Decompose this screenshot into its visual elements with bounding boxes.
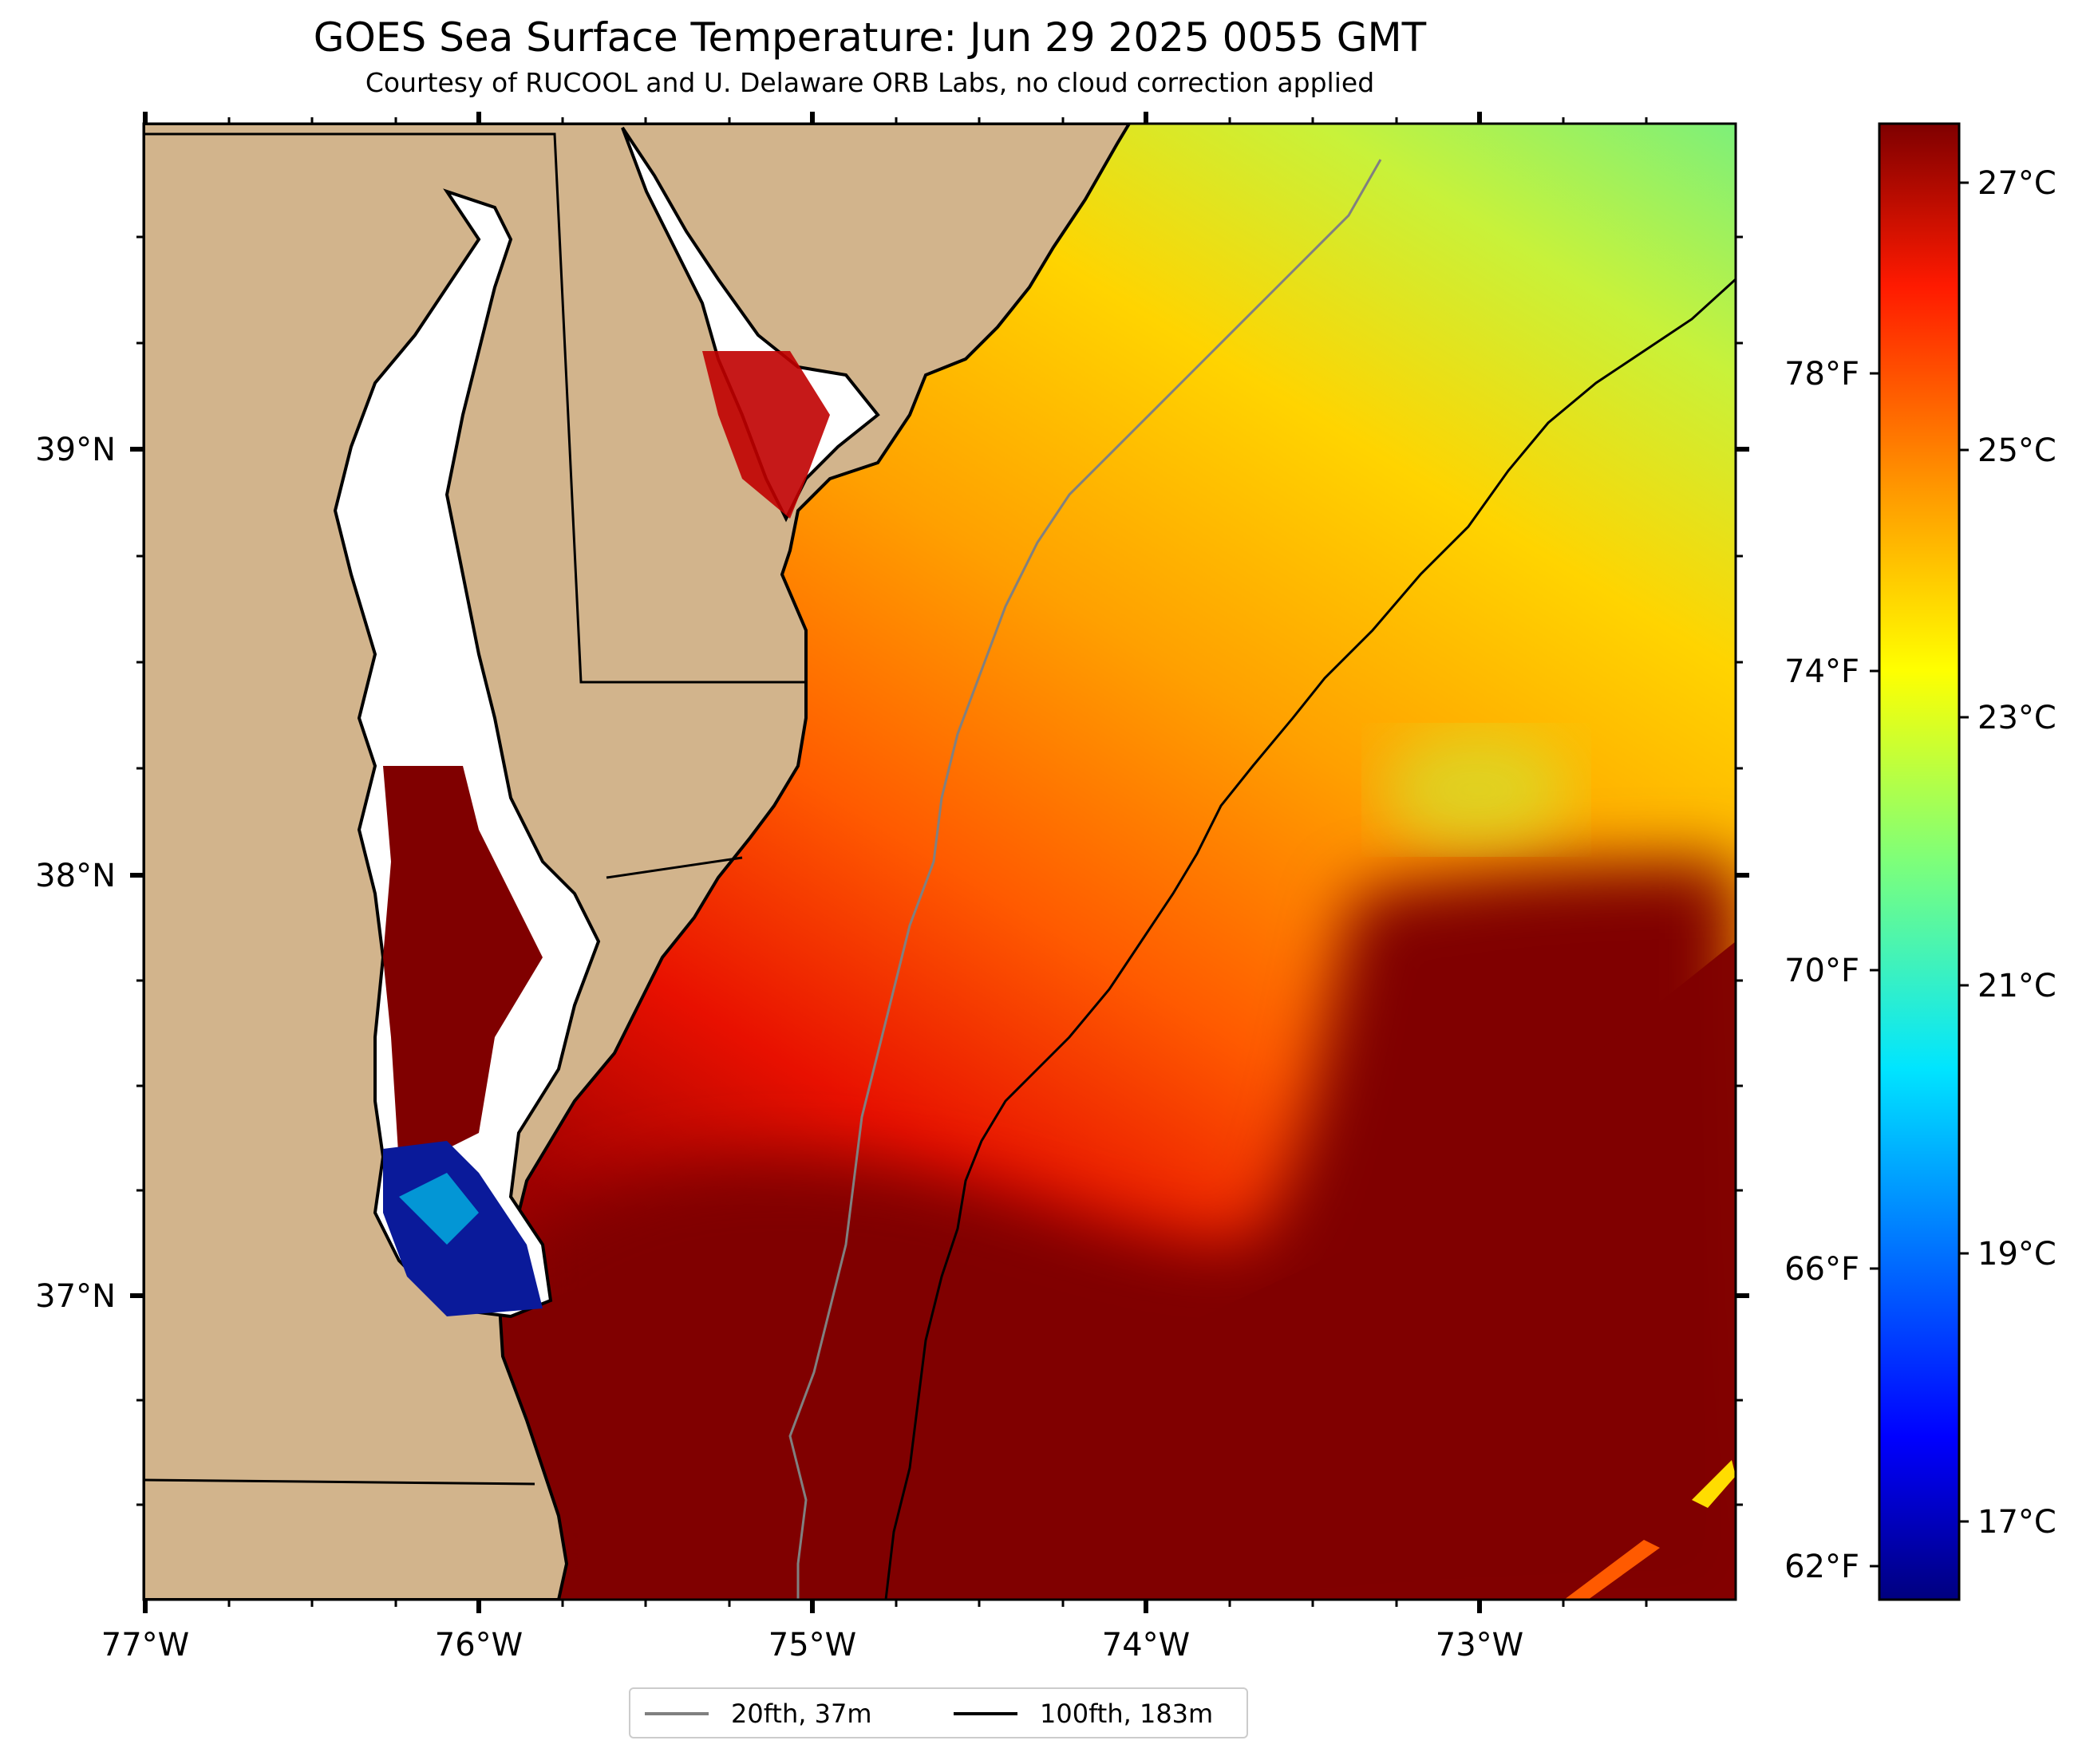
lat-major-ticks — [130, 447, 1749, 1298]
colorbar-ticks — [1870, 181, 1969, 1568]
minor-ticks — [136, 117, 1743, 1607]
colorbar-celsius-label: 23°C — [1977, 700, 2056, 736]
map-subtitle: Courtesy of RUCOOL and U. Delaware ORB L… — [365, 67, 1375, 98]
colorbar-fahrenheit-label: 62°F — [1784, 1549, 1859, 1585]
colorbar-celsius-label: 25°C — [1977, 432, 2056, 469]
lon-label: 77°W — [101, 1627, 189, 1663]
lon-label: 74°W — [1102, 1627, 1190, 1663]
legend-item-100fth: 100fth, 183m — [954, 1699, 1213, 1729]
lon-label: 76°W — [435, 1627, 523, 1663]
colorbar-fahrenheit-label: 74°F — [1784, 653, 1859, 690]
legend-label: 20fth, 37m — [731, 1699, 872, 1729]
colorbar — [1878, 122, 1961, 1601]
legend-label: 100fth, 183m — [1040, 1699, 1214, 1729]
colorbar-fahrenheit-label: 70°F — [1784, 953, 1859, 989]
colorbar-fahrenheit-label: 66°F — [1784, 1251, 1859, 1288]
isobath-20fth — [788, 159, 1382, 1600]
isobath-100fth — [884, 278, 1736, 1600]
legend-item-20fth: 20fth, 37m — [645, 1699, 871, 1729]
lon-major-ticks — [143, 112, 1482, 1613]
map-plot-area — [144, 124, 1736, 1600]
colorbar-fahrenheit-label: 78°F — [1784, 356, 1859, 393]
isobath-legend: 20fth, 37m 100fth, 183m — [629, 1687, 1248, 1738]
lon-label: 75°W — [768, 1627, 856, 1663]
lat-label: 37°N — [35, 1278, 116, 1315]
colorbar-celsius-label: 17°C — [1977, 1504, 2056, 1541]
legend-swatch-black — [954, 1712, 1017, 1715]
colorbar-celsius-label: 21°C — [1977, 968, 2056, 1004]
map-frame — [142, 122, 1737, 1601]
lat-label: 39°N — [35, 432, 116, 468]
lat-label: 38°N — [35, 858, 116, 894]
chesapeake-warm-water — [383, 766, 543, 1165]
colorbar-celsius-label: 19°C — [1977, 1236, 2056, 1273]
map-title: GOES Sea Surface Temperature: Jun 29 202… — [313, 14, 1427, 61]
legend-swatch-gray — [645, 1712, 709, 1715]
lon-label: 73°W — [1436, 1627, 1523, 1663]
colorbar-celsius-label: 27°C — [1977, 165, 2056, 202]
